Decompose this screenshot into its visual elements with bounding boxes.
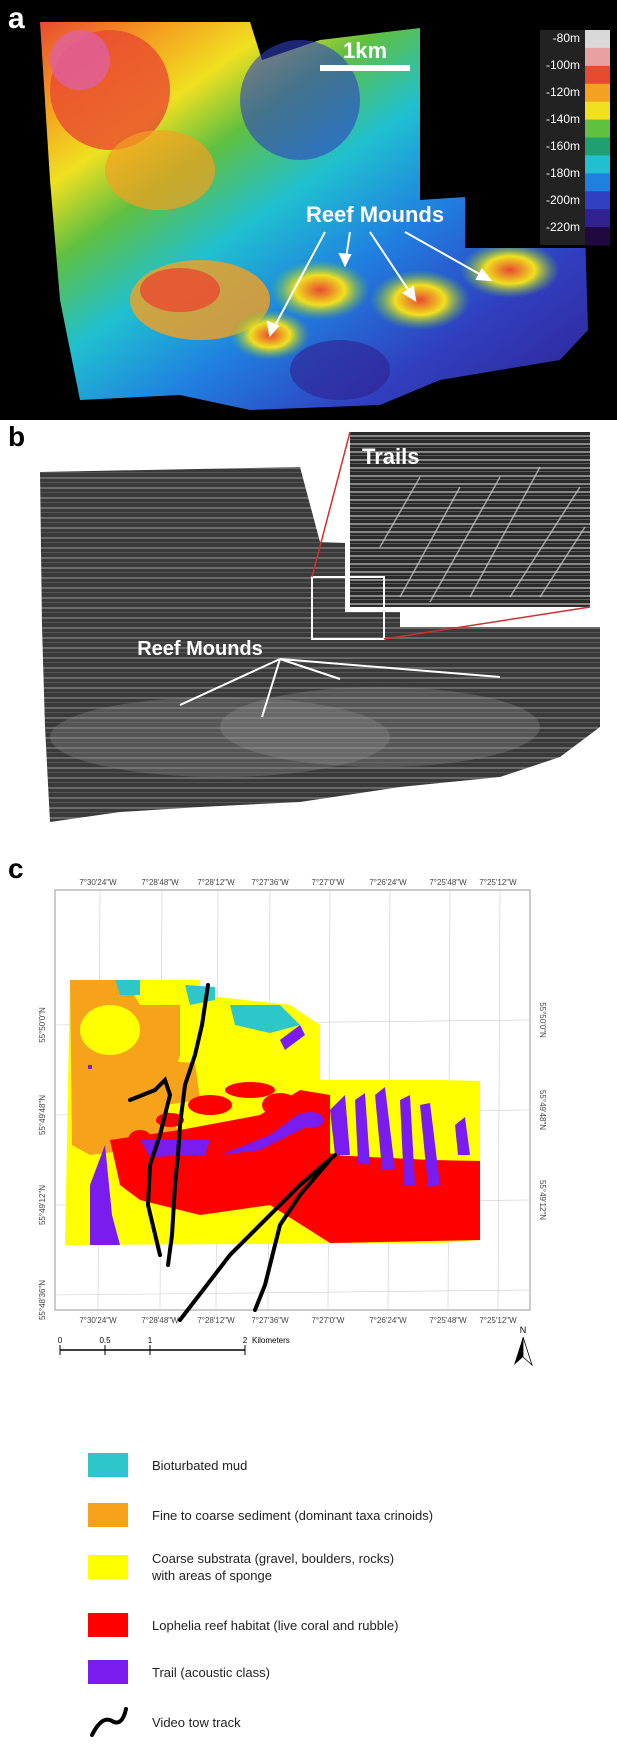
svg-text:0.5: 0.5 [99, 1336, 111, 1345]
left-coord-label: 55°49'48"N [38, 1095, 47, 1135]
depth-legend-swatch [585, 119, 610, 138]
bottom-coord-label: 7°28'12"W [197, 1316, 235, 1325]
panel-a-label: a [8, 2, 25, 35]
legend-item: Fine to coarse sediment (dominant taxa c… [88, 1503, 433, 1527]
scale-bar [320, 65, 410, 71]
legend-label: Bioturbated mud [152, 1457, 248, 1473]
legend-swatch [88, 1555, 128, 1579]
bioturbated-mud-area [115, 980, 140, 995]
legend-swatch [88, 1660, 128, 1684]
svg-text:0: 0 [58, 1336, 63, 1345]
bottom-coord-label: 7°26'24"W [369, 1316, 407, 1325]
annotation-arrows [266, 231, 493, 338]
depth-legend-label: -140m [546, 112, 580, 126]
map-scale-bar: 0 0.5 1 2 Kilometers [58, 1336, 290, 1355]
depth-legend-label: -180m [546, 166, 580, 180]
legend-swatch [88, 1503, 128, 1527]
depth-legend-swatch [585, 191, 610, 210]
depth-legend-swatch [585, 137, 610, 156]
panel-b-backscatter: Trails Reef Mounds b [0, 421, 617, 847]
legend-item: Lophelia reef habitat (live coral and ru… [88, 1613, 398, 1637]
depth-legend-swatch [585, 173, 610, 192]
left-coord-label: 55°50'0"N [38, 1007, 47, 1043]
annotation-arrows-b [179, 658, 501, 718]
top-coord-label: 7°27'36"W [251, 878, 289, 887]
map-frame [54, 889, 531, 1311]
top-coord-label: 7°25'48"W [429, 878, 467, 887]
top-coord-label: 7°26'24"W [369, 878, 407, 887]
right-coord-label: 55°49'48"N [538, 1090, 547, 1130]
depth-legend-label: -200m [546, 193, 580, 207]
bottom-coord-label: 7°25'12"W [479, 1316, 517, 1325]
depth-legend-swatch [585, 47, 610, 67]
north-arrow-icon: N [514, 1325, 533, 1367]
legend-swatch [88, 1453, 128, 1477]
top-coord-label: 7°30'24"W [79, 878, 117, 887]
legend-swatch [88, 1613, 128, 1637]
trail-areas [88, 1025, 470, 1245]
legend-label: Fine to coarse sediment (dominant taxa c… [152, 1507, 434, 1523]
svg-text:2: 2 [243, 1336, 248, 1345]
svg-text:Kilometers: Kilometers [252, 1336, 290, 1345]
top-coord-label: 7°28'12"W [197, 878, 235, 887]
legend-item: Video tow track [88, 1707, 241, 1737]
legend-label: Video tow track [152, 1714, 241, 1730]
depth-legend-label: -160m [546, 139, 580, 153]
depth-legend-swatch [585, 101, 610, 121]
bottom-coord-label: 7°30'24"W [79, 1316, 117, 1325]
depth-legend-swatch [585, 209, 610, 228]
depth-legend-swatch [585, 155, 610, 174]
video-tow-tracks [128, 983, 337, 1322]
svg-text:1: 1 [148, 1336, 153, 1345]
left-coord-label: 55°48'36"N [38, 1280, 47, 1320]
panel-c-label: c [8, 853, 24, 884]
legend-label: Lophelia reef habitat (live coral and ru… [152, 1617, 399, 1633]
panel-c-habitat-map: c 7°30'24"W 7°28'48"W 7°28'12"W 7°27'36"W 7°… [0, 853, 617, 1762]
inset-title: Trails [362, 444, 419, 469]
reef-mounds-annotation-b: Reef Mounds [137, 638, 263, 660]
backscatter-map: Trails Reef Mounds [40, 427, 600, 822]
habitat-map: 7°30'24"W 7°28'48"W 7°28'12"W 7°27'36"W 7°27… [38, 878, 547, 1367]
bottom-coord-label: 7°25'48"W [429, 1316, 467, 1325]
bottom-coord-label: 7°27'36"W [251, 1316, 289, 1325]
scale-bar-label: 1km [343, 38, 387, 63]
right-coord-label: 55°49'12"N [538, 1180, 547, 1220]
backscatter-area [40, 467, 600, 822]
right-coord-label: 55°50'0"N [538, 1002, 547, 1038]
panel-b-label: b [8, 421, 26, 452]
legend-label: Trail (acoustic class) [152, 1664, 270, 1680]
legend-label: Coarse substrata (gravel, boulders, rock… [152, 1551, 395, 1583]
bathymetry-map: 1km Reef Mounds -80m -100m -120m -140m -160m… [40, 22, 617, 410]
left-coord-label: 55°49'12"N [38, 1185, 47, 1225]
legend-item: Bioturbated mud [88, 1453, 247, 1477]
depth-legend-swatch [585, 65, 610, 85]
depth-legend-swatch [585, 227, 610, 246]
depth-legend-label: -80m [553, 31, 580, 45]
top-coord-label: 7°25'12"W [479, 878, 517, 887]
top-coord-label: 7°28'48"W [141, 878, 179, 887]
depth-legend-label: -220m [546, 220, 580, 234]
legend-item: Trail (acoustic class) [88, 1660, 270, 1684]
depth-legend-swatch [585, 30, 610, 49]
video-track-swatch-icon [90, 1707, 128, 1737]
svg-text:N: N [520, 1325, 527, 1335]
panel-a-bathymetry: 1km Reef Mounds -80m -100m -120m -140m -160m… [0, 0, 617, 420]
inset-selection-box [311, 576, 385, 640]
depth-legend-label: -100m [546, 58, 580, 72]
bottom-coord-label: 7°27'0"W [312, 1316, 345, 1325]
depth-legend-swatch [585, 83, 610, 103]
reef-mounds-annotation: Reef Mounds [306, 202, 444, 227]
depth-legend-label: -120m [546, 85, 580, 99]
bottom-coord-label: 7°28'48"W [141, 1316, 179, 1325]
legend-item: Coarse substrata (gravel, boulders, rock… [88, 1550, 394, 1584]
top-coord-label: 7°27'0"W [312, 878, 345, 887]
